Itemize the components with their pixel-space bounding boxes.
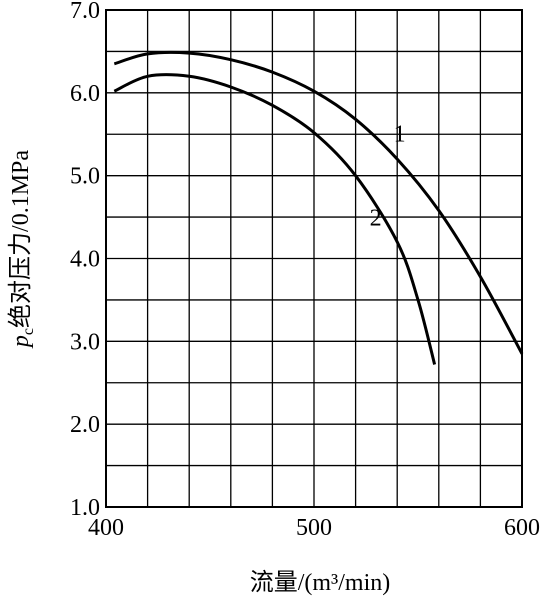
- y-axis-label: pc绝对压力/0.1MPa: [7, 150, 37, 349]
- series-label-2: 2: [370, 206, 382, 232]
- y-tick-label: 5.0: [70, 164, 100, 190]
- x-tick-label: 500: [296, 515, 332, 541]
- y-tick-label: 3.0: [70, 329, 100, 355]
- y-tick-label: 4.0: [70, 247, 100, 273]
- x-axis-label: 流量/(m³/min): [250, 569, 391, 596]
- y-tick-label: 1.0: [70, 495, 100, 521]
- x-tick-label: 400: [88, 515, 124, 541]
- y-tick-label: 2.0: [70, 412, 100, 438]
- series-line-1: [113, 50, 524, 355]
- series-line-2: [113, 73, 437, 365]
- grid: [106, 10, 522, 507]
- y-axis-label-text: 绝对压力/0.1MPa: [7, 150, 34, 328]
- y-axis-label-subscript: c: [20, 328, 37, 335]
- series-label-1: 1: [394, 121, 406, 147]
- curves: 12: [113, 50, 524, 365]
- y-tick-label: 7.0: [70, 0, 100, 24]
- y-tick-label: 6.0: [70, 81, 100, 107]
- plot-frame: [105, 9, 523, 508]
- x-tick-label: 600: [504, 515, 540, 541]
- y-axis-label-symbol: p: [8, 335, 34, 349]
- tick-labels: 1.0 2.0 3.0 4.0 5.0 6.0 7.0 400 500 600: [70, 0, 540, 541]
